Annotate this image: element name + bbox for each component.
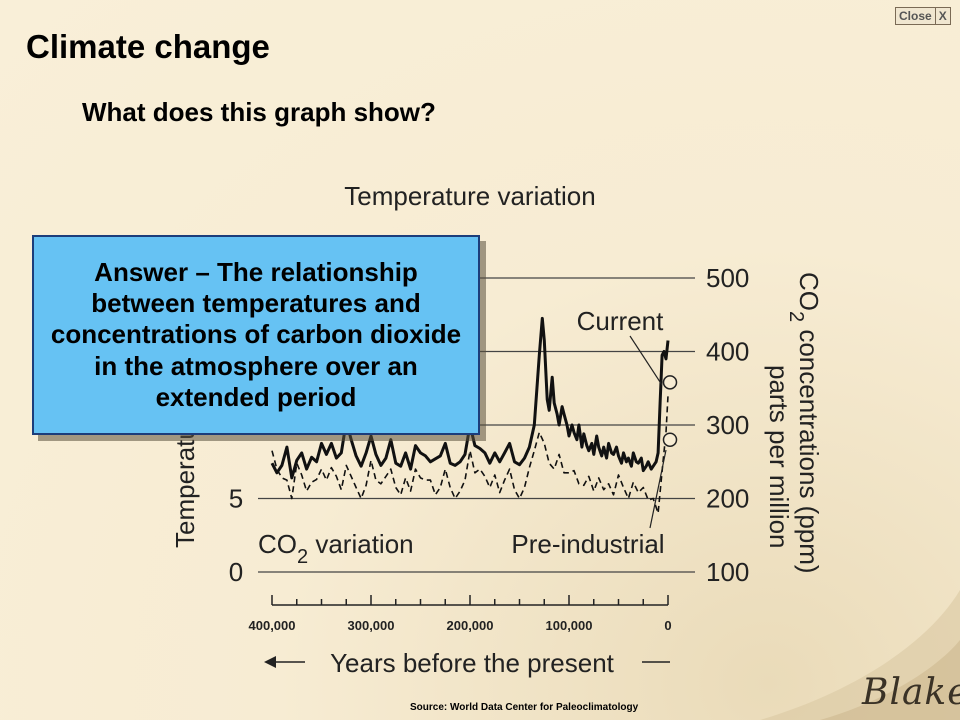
y-axis-right-label: CO2 concentrations (ppm) bbox=[785, 272, 824, 574]
x-axis-label: Years before the present bbox=[330, 648, 615, 678]
x-axis-label-arrowhead bbox=[264, 656, 276, 668]
co2-series-line bbox=[271, 395, 669, 514]
pre-industrial-pointer-line bbox=[649, 449, 667, 529]
y-left-tick-label: 5 bbox=[229, 484, 243, 514]
y-left-tick-label: 0 bbox=[229, 557, 243, 587]
annotation-co2-variation: CO2 variation bbox=[258, 529, 414, 568]
y-right-tick-label: 400 bbox=[706, 337, 749, 367]
current-pointer-line bbox=[629, 335, 663, 386]
close-button-label: Close bbox=[899, 9, 932, 23]
y-axis-right-label-line2: parts per million bbox=[764, 365, 794, 549]
answer-callout: Answer – The relationship between temper… bbox=[32, 235, 480, 435]
x-tick-label: 300,000 bbox=[348, 618, 395, 633]
y-right-tick-label: 200 bbox=[706, 484, 749, 514]
close-button[interactable]: Close X bbox=[895, 7, 951, 25]
x-tick-label: 200,000 bbox=[447, 618, 494, 633]
author-signature: Blake bbox=[862, 672, 960, 713]
x-tick-label: 400,000 bbox=[249, 618, 296, 633]
y-right-label-co: CO bbox=[794, 272, 824, 311]
co2-variation-co: CO bbox=[258, 529, 297, 559]
data-point-marker bbox=[662, 432, 678, 447]
source-credit: Source: World Data Center for Paleoclima… bbox=[410, 702, 639, 713]
x-axis-label-group: Years before the present bbox=[264, 648, 670, 678]
close-icon: X bbox=[934, 8, 950, 24]
co2-variation-subscript: 2 bbox=[297, 546, 308, 568]
co2-variation-rest: variation bbox=[308, 529, 414, 559]
y-right-tick-label: 500 bbox=[706, 263, 749, 293]
y-right-tick-label: 100 bbox=[706, 557, 749, 587]
x-tick-label: 100,000 bbox=[546, 618, 593, 633]
chart-title: Temperature variation bbox=[344, 181, 595, 211]
y-right-tick-label: 300 bbox=[706, 410, 749, 440]
slide-title: Climate change bbox=[26, 28, 270, 65]
temperature-series-line bbox=[270, 316, 670, 480]
annotation-current: Current bbox=[577, 306, 664, 336]
x-tick-label: 0 bbox=[664, 618, 671, 633]
annotation-pre-industrial: Pre-industrial bbox=[511, 529, 664, 559]
slide-question: What does this graph show? bbox=[82, 97, 436, 127]
y-right-label-subscript: 2 bbox=[785, 311, 807, 322]
data-point-marker bbox=[662, 375, 678, 390]
y-right-label-rest: concentrations (ppm) bbox=[794, 322, 824, 573]
